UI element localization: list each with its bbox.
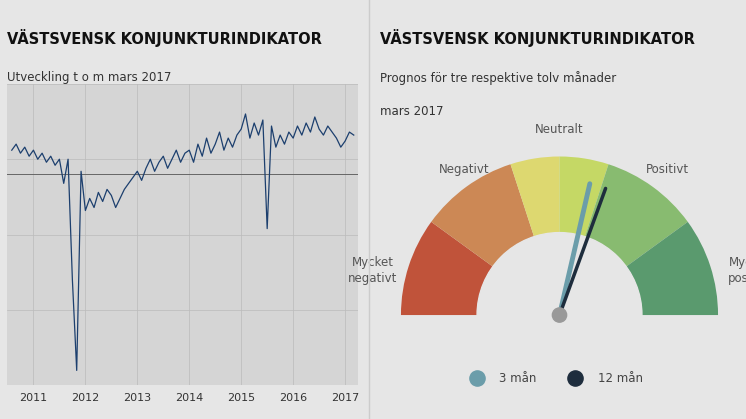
- Point: [569, 375, 581, 382]
- Text: VÄSTSVENSK KONJUNKTURINDIKATOR: VÄSTSVENSK KONJUNKTURINDIKATOR: [7, 29, 322, 47]
- Text: Utveckling t o m mars 2017: Utveckling t o m mars 2017: [7, 71, 172, 84]
- Text: Prognos för tre respektive tolv månader: Prognos för tre respektive tolv månader: [380, 71, 617, 85]
- Circle shape: [552, 308, 567, 322]
- Wedge shape: [431, 164, 534, 266]
- Text: Negativt: Negativt: [439, 163, 489, 176]
- Text: Neutralt: Neutralt: [535, 123, 584, 136]
- Point: [471, 375, 483, 382]
- Text: Mycket
positivt: Mycket positivt: [728, 256, 746, 285]
- Text: mars 2017: mars 2017: [380, 105, 444, 118]
- Wedge shape: [626, 222, 718, 315]
- Text: 3 mån: 3 mån: [499, 372, 536, 385]
- Text: VÄSTSVENSK KONJUNKTURINDIKATOR: VÄSTSVENSK KONJUNKTURINDIKATOR: [380, 29, 695, 47]
- Text: 12 mån: 12 mån: [598, 372, 642, 385]
- Text: Positivt: Positivt: [646, 163, 689, 176]
- Text: Mycket
negativt: Mycket negativt: [348, 256, 397, 285]
- Wedge shape: [401, 222, 493, 315]
- Wedge shape: [585, 164, 688, 266]
- Circle shape: [477, 233, 642, 398]
- Wedge shape: [560, 157, 609, 237]
- Wedge shape: [510, 157, 560, 237]
